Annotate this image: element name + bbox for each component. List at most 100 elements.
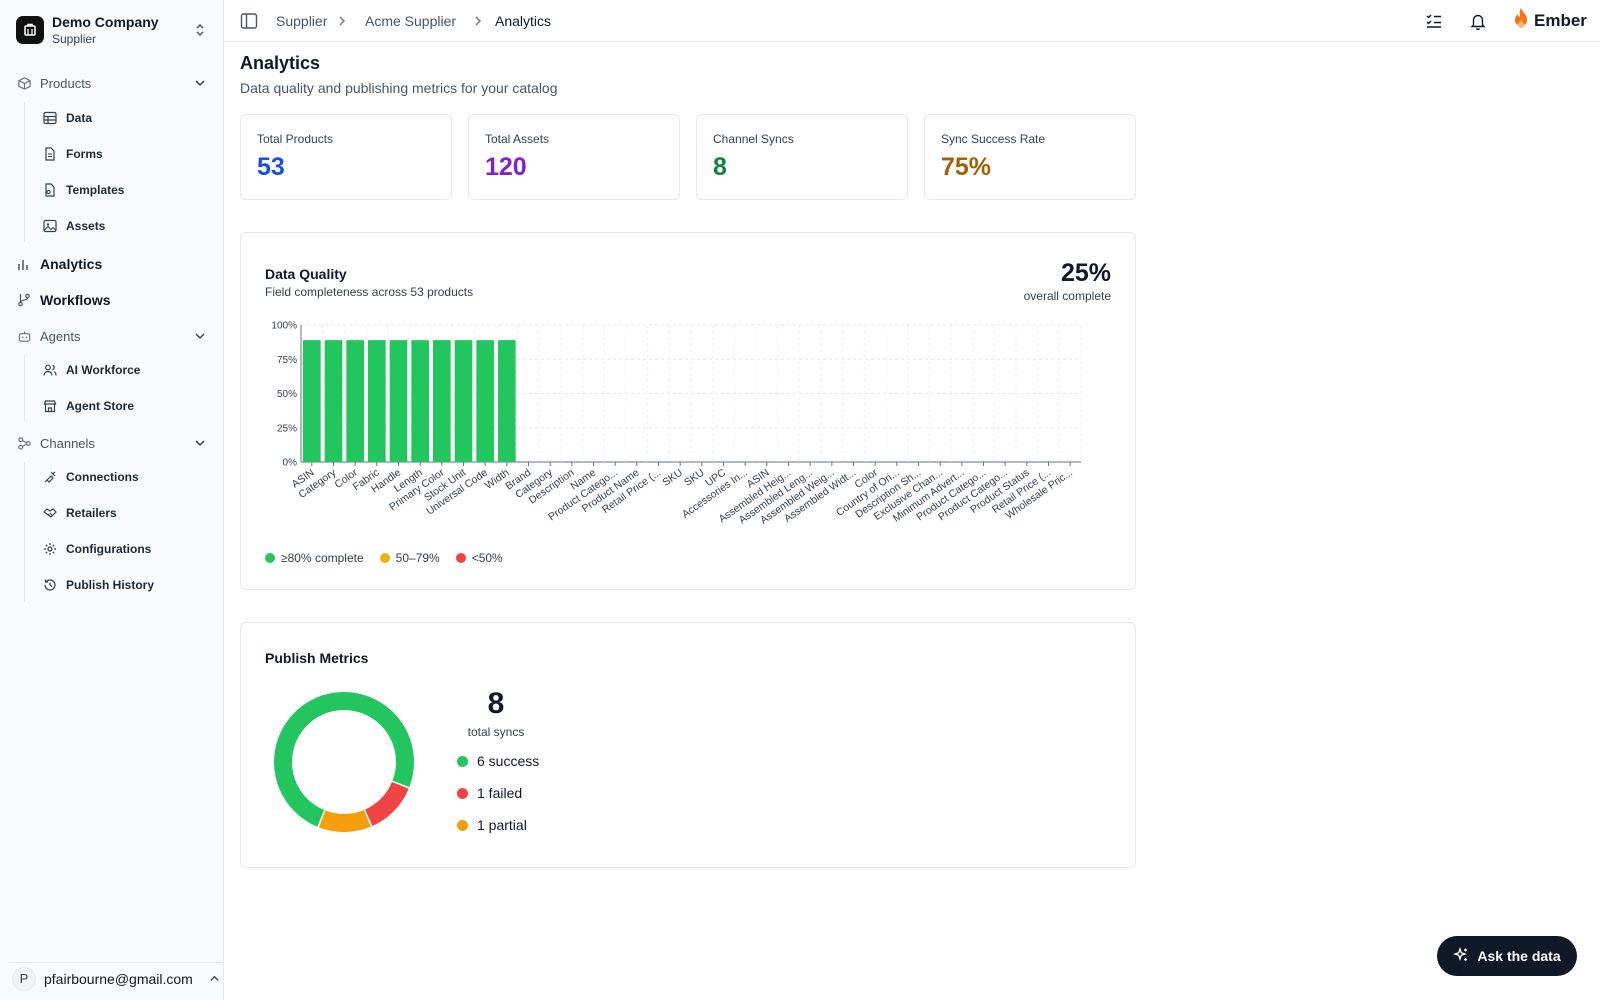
tree-line (24, 102, 25, 242)
chevron-up-icon (206, 971, 222, 987)
sidebar-item-connections[interactable]: Connections (34, 462, 214, 492)
overall-complete-value: 25% (1060, 259, 1111, 287)
breadcrumb-acme-supplier[interactable]: Acme Supplier (365, 13, 457, 29)
sparkles-icon (1453, 946, 1477, 966)
sidebar-item-forms[interactable]: Forms (34, 139, 214, 169)
users-icon (42, 362, 58, 378)
sidebar-item-publish-history[interactable]: Publish History (34, 570, 214, 600)
legend-item: ≥80% complete (265, 551, 364, 565)
sidebar-item-ai-workforce[interactable]: AI Workforce (34, 355, 214, 385)
store-icon (42, 398, 58, 414)
sidebar-item-data[interactable]: Data (34, 103, 214, 133)
company-logo-icon (16, 16, 44, 44)
ask-the-data-button[interactable]: Ask the data (1437, 936, 1577, 976)
brand-logo: Ember (1512, 7, 1587, 34)
legend-dot (379, 553, 390, 563)
sidebar-item-label: Analytics (40, 256, 103, 272)
avatar: P (12, 966, 36, 991)
bar (433, 340, 451, 462)
sidebar-item-workflows[interactable]: Workflows (8, 285, 216, 315)
user-email: pfairbourne@gmail.com (44, 970, 193, 987)
task-list-icon[interactable] (1424, 11, 1444, 31)
company-switcher[interactable]: Demo Company Supplier (8, 6, 216, 54)
x-tick-label: SKU (660, 467, 685, 489)
legend-item: 50–79% (379, 551, 440, 565)
total-syncs-value: 8 (487, 687, 505, 720)
image-icon (42, 218, 58, 234)
nav-group-agents[interactable]: Agents (8, 321, 216, 351)
metric-label: 1 failed (477, 785, 523, 801)
ask-button-label: Ask the data (1477, 948, 1561, 964)
legend-dot (265, 553, 275, 563)
kpi-value: 120 (485, 153, 527, 181)
legend-label: <50% (471, 551, 503, 565)
bar (498, 340, 516, 462)
sidebar-item-templates[interactable]: Templates (34, 175, 214, 205)
nav-group-label: Channels (40, 435, 95, 451)
kpi-card-channel-syncs: Channel Syncs 8 (696, 114, 908, 200)
metric-row-success: 6 success (457, 753, 539, 769)
chevrons-up-down-icon (190, 18, 210, 42)
sidebar-item-label: Connections (66, 470, 139, 484)
status-dot (457, 819, 468, 831)
kpi-label: Total Assets (485, 132, 550, 146)
sidebar: Demo Company Supplier Products Data Form… (0, 0, 224, 1000)
kpi-value: 75% (941, 153, 992, 181)
sidebar-item-label: Publish History (66, 578, 155, 592)
card-title: Data Quality (265, 266, 347, 282)
metric-row-partial: 1 partial (457, 817, 527, 833)
chevron-right-icon (336, 14, 348, 28)
nav-group-products[interactable]: Products (8, 68, 216, 98)
history-icon (42, 577, 58, 593)
legend-dot (455, 553, 466, 563)
kpi-card-sync-success-rate: Sync Success Rate 75% (924, 114, 1136, 200)
kpi-label: Total Products (257, 132, 334, 146)
bar (389, 340, 408, 462)
data-quality-card: Data Quality Field completeness across 5… (240, 232, 1136, 590)
company-role: Supplier (52, 32, 97, 46)
sidebar-item-label: Forms (66, 147, 103, 161)
sidebar-item-agent-store[interactable]: Agent Store (34, 391, 214, 421)
kpi-card-total-assets: Total Assets 120 (468, 114, 680, 200)
sidebar-item-configurations[interactable]: Configurations (34, 534, 214, 564)
data-quality-bar-chart: 0%25%50%75%100%ASINCategoryColorFabricHa… (271, 321, 1082, 527)
gear-icon (42, 541, 58, 557)
metric-row-failed: 1 failed (457, 785, 522, 801)
metric-label: 1 partial (477, 817, 527, 833)
overall-complete-label: overall complete (1023, 289, 1111, 303)
page-title: Analytics (240, 53, 321, 73)
metric-label: 6 success (477, 753, 540, 769)
chevron-down-icon (192, 435, 208, 451)
kpi-value: 53 (257, 153, 285, 181)
handshake-icon (42, 505, 58, 521)
chevron-down-icon (192, 75, 208, 91)
sidebar-item-assets[interactable]: Assets (34, 211, 214, 241)
y-tick-label: 25% (277, 423, 297, 434)
y-tick-label: 75% (277, 355, 297, 366)
card-subtitle: Field completeness across 53 products (265, 285, 474, 299)
sidebar-item-label: Retailers (66, 506, 117, 520)
chevron-down-icon (192, 328, 208, 344)
bar (368, 340, 386, 462)
donut-slice-partial (318, 810, 371, 832)
donut-slice-failed (365, 781, 409, 826)
status-dot (457, 755, 468, 767)
publish-metrics-card: Publish Metrics 8 total syncs 6 success … (240, 622, 1136, 868)
total-syncs-label: total syncs (467, 725, 525, 739)
file-template-icon (42, 182, 58, 198)
sidebar-item-retailers[interactable]: Retailers (34, 498, 214, 528)
breadcrumb-supplier[interactable]: Supplier (276, 13, 328, 29)
page-subtitle: Data quality and publishing metrics for … (240, 80, 558, 96)
tree-line (24, 355, 25, 421)
nav-group-channels[interactable]: Channels (8, 428, 216, 458)
sidebar-toggle-icon[interactable] (240, 12, 258, 30)
nav-group-label: Agents (40, 328, 81, 344)
bar (324, 340, 343, 462)
legend-label: 50–79% (395, 551, 440, 565)
user-menu[interactable]: P pfairbourne@gmail.com (8, 962, 224, 992)
x-tick-label: SKU (682, 467, 707, 489)
sidebar-item-analytics[interactable]: Analytics (8, 249, 216, 279)
bar (476, 340, 494, 462)
bell-icon[interactable] (1468, 11, 1488, 31)
kpi-value: 8 (713, 153, 727, 181)
